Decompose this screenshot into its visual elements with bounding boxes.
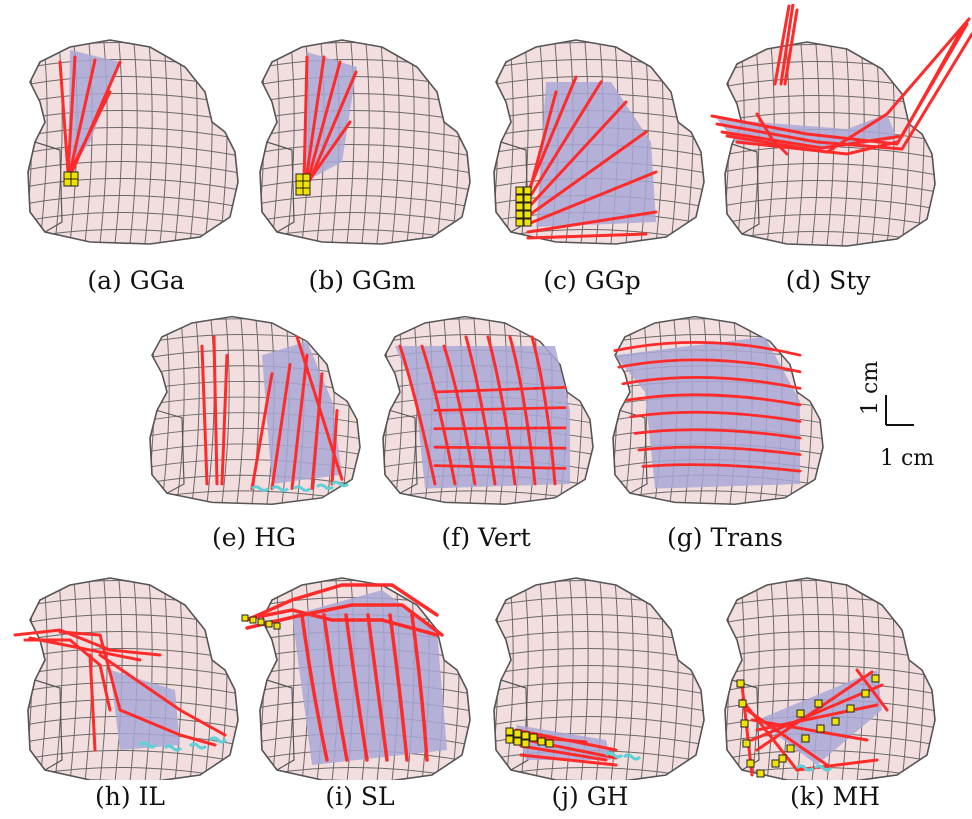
muscle-overlay	[58, 50, 122, 187]
tongue-mesh	[612, 315, 824, 505]
muscle-overlay	[505, 725, 642, 767]
panel-sl	[241, 577, 471, 780]
muscle-overlay	[613, 336, 802, 489]
scale-bar-lines	[885, 395, 914, 426]
caption-g: (g) Trans	[667, 523, 783, 552]
tongue-mesh	[382, 315, 594, 505]
tongue-mesh	[259, 39, 471, 245]
panel-ggP	[493, 39, 705, 245]
panel-ggA	[27, 39, 239, 245]
panel-vert	[382, 315, 594, 505]
muscle-overlay	[241, 583, 447, 765]
tongue-mesh	[493, 39, 705, 245]
caption-a: (a) GGa	[87, 266, 185, 295]
tongue-mesh	[493, 577, 705, 780]
caption-j: (j) GH	[551, 782, 629, 811]
scale-vertical-label: 1 cm	[858, 360, 883, 415]
caption-f: (f) Vert	[441, 523, 531, 552]
muscle-overlay	[200, 335, 350, 492]
panel-trans	[612, 315, 824, 505]
tongue-mesh	[241, 577, 471, 780]
panel-il	[13, 577, 239, 780]
tongue-mesh	[13, 577, 239, 780]
caption-c: (c) GGp	[543, 266, 641, 295]
muscle-overlay	[736, 668, 889, 778]
panel-mh	[724, 577, 936, 780]
panel-gh	[493, 577, 705, 780]
caption-b: (b) GGm	[308, 266, 416, 295]
muscle-overlay	[710, 4, 972, 156]
panel-hg	[149, 315, 361, 505]
muscle-overlay	[395, 335, 570, 489]
caption-h: (h) IL	[94, 782, 166, 811]
tongue-mesh	[149, 315, 361, 505]
panel-ggM	[259, 39, 471, 245]
scale-horizontal-label: 1 cm	[880, 446, 935, 471]
muscle-overlay	[295, 52, 358, 196]
tongue-mesh	[724, 577, 936, 780]
caption-k: (k) MH	[789, 782, 881, 811]
caption-i: (i) SL	[325, 782, 395, 811]
panel-sty	[710, 4, 972, 247]
muscle-overlay	[515, 75, 658, 240]
tongue-mesh	[27, 39, 239, 245]
tongue-mesh	[710, 4, 972, 247]
caption-e: (e) HG	[211, 523, 297, 552]
caption-d: (d) Sty	[785, 266, 871, 295]
muscle-overlay	[13, 628, 228, 752]
